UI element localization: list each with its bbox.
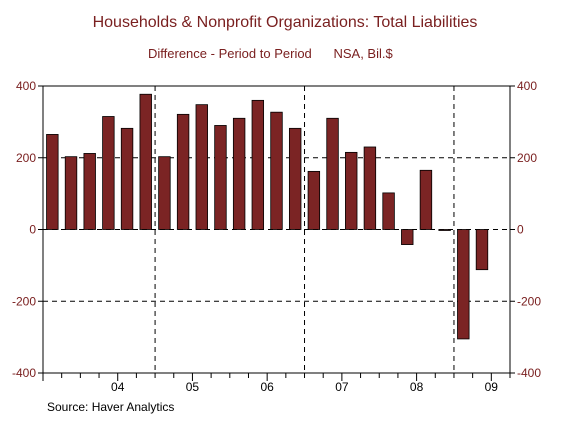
y-tick-label-right: -400 bbox=[517, 366, 541, 380]
bar bbox=[270, 111, 283, 230]
bar bbox=[158, 156, 171, 230]
bar bbox=[214, 125, 227, 230]
y-tick-label-right: 200 bbox=[517, 151, 537, 165]
bar bbox=[457, 229, 470, 340]
y-tick-label-right: 400 bbox=[517, 79, 537, 93]
bar bbox=[382, 192, 395, 230]
x-year-label: 09 bbox=[485, 380, 499, 394]
y-tick-label-left: -200 bbox=[12, 294, 36, 308]
axes bbox=[38, 85, 515, 381]
chart-subtitle: Difference - Period to Period NSA, Bil.$ bbox=[148, 46, 393, 61]
bar bbox=[102, 116, 115, 230]
x-year-label: 05 bbox=[186, 380, 200, 394]
bar bbox=[232, 117, 246, 230]
y-tick-label-left: 400 bbox=[16, 79, 36, 93]
source-note: Source: Haver Analytics bbox=[47, 400, 175, 414]
x-year-label: 08 bbox=[410, 380, 424, 394]
bar bbox=[83, 153, 96, 230]
y-tick-label-left: -400 bbox=[12, 366, 36, 380]
bar bbox=[46, 134, 59, 230]
chart-title: Households & Nonprofit Organizations: To… bbox=[92, 14, 478, 31]
bar bbox=[251, 99, 265, 230]
y-tick-label-left: 200 bbox=[16, 151, 36, 165]
y-tick-label-left: 0 bbox=[29, 223, 36, 237]
bar-series bbox=[46, 93, 489, 340]
x-year-label: 07 bbox=[335, 380, 349, 394]
y-tick-label-right: -200 bbox=[517, 294, 541, 308]
bar bbox=[307, 170, 321, 230]
bar bbox=[475, 229, 489, 271]
bar bbox=[139, 93, 152, 230]
x-year-label: 04 bbox=[111, 380, 125, 394]
axis-labels: -400 -400 -200 -200 0 0 200 200 400 400 04 05 06 07 08… bbox=[12, 79, 541, 394]
bar bbox=[419, 169, 433, 230]
bar bbox=[288, 127, 302, 230]
bar bbox=[345, 151, 358, 230]
bar bbox=[401, 229, 414, 245]
grid-lines bbox=[43, 157, 510, 302]
bar bbox=[64, 156, 78, 230]
year-dividers bbox=[154, 86, 455, 373]
bar bbox=[120, 127, 134, 230]
y-tick-label-right: 0 bbox=[517, 223, 524, 237]
bar bbox=[195, 104, 208, 230]
bar bbox=[326, 117, 339, 230]
bar bbox=[176, 113, 190, 230]
bar bbox=[438, 229, 451, 231]
bar bbox=[363, 146, 377, 230]
x-year-label: 06 bbox=[260, 380, 274, 394]
